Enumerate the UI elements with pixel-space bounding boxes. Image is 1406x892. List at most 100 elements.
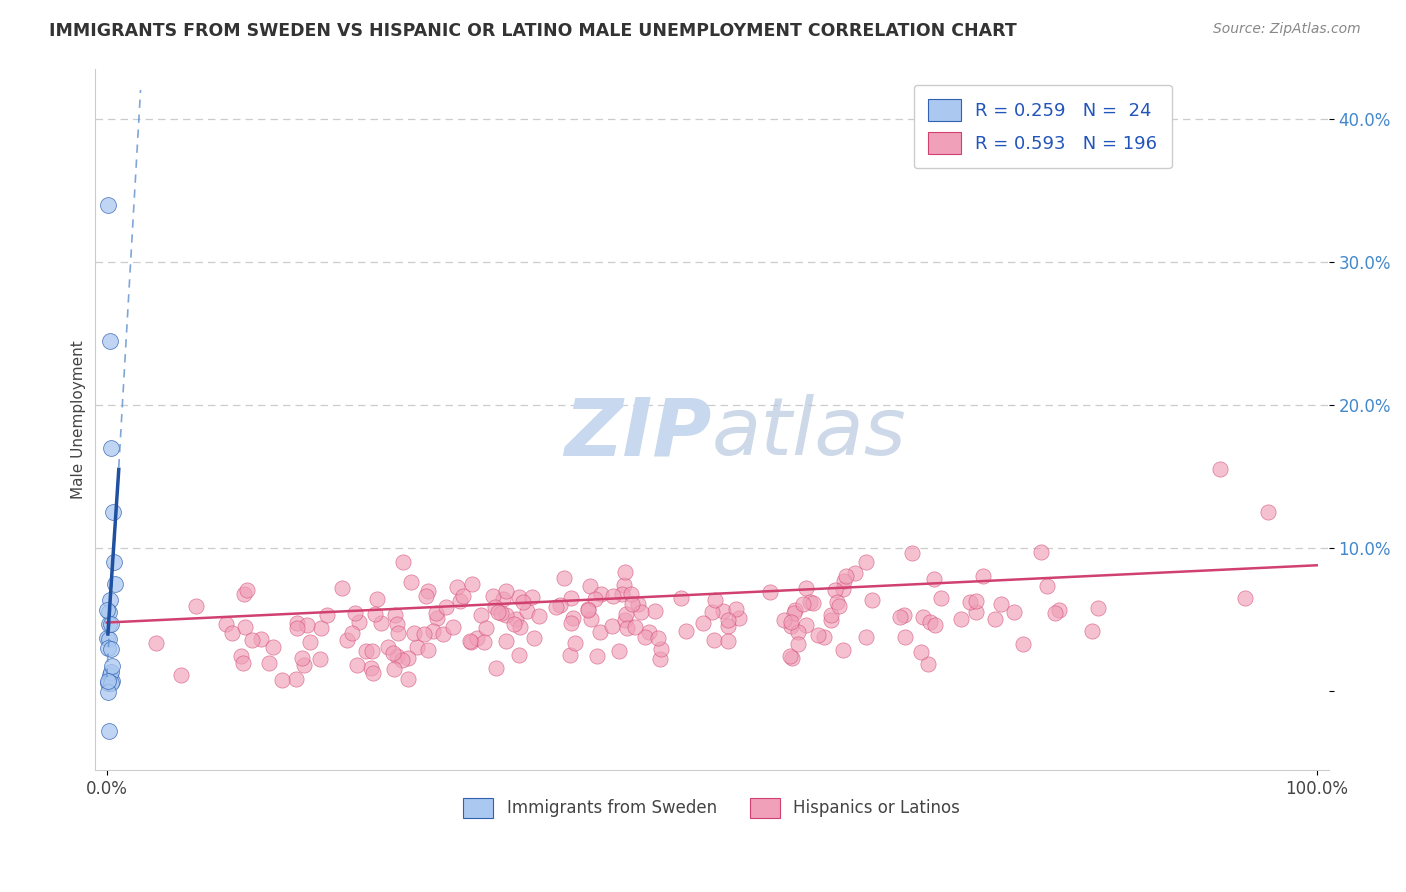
- Point: [330, 582, 353, 596]
- Point: [711, 604, 734, 618]
- Point: [959, 595, 981, 609]
- Point: [492, 592, 515, 607]
- Point: [432, 627, 454, 641]
- Point: [396, 651, 419, 665]
- Point: [972, 569, 994, 583]
- Point: [702, 605, 724, 619]
- Point: [370, 616, 392, 631]
- Point: [101, 674, 124, 689]
- Point: [384, 607, 406, 622]
- Point: [262, 640, 284, 654]
- Point: [396, 672, 419, 686]
- Point: [600, 619, 623, 633]
- Point: [910, 644, 932, 658]
- Point: [609, 644, 631, 658]
- Point: [576, 603, 599, 617]
- Point: [342, 626, 364, 640]
- Point: [460, 577, 482, 591]
- Point: [508, 648, 530, 663]
- Point: [470, 608, 492, 623]
- Point: [813, 630, 835, 644]
- Point: [291, 650, 314, 665]
- Point: [553, 571, 575, 585]
- Point: [516, 604, 538, 618]
- Point: [917, 657, 939, 672]
- Point: [460, 634, 482, 648]
- Point: [360, 661, 382, 675]
- Point: [465, 631, 488, 645]
- Point: [558, 648, 581, 662]
- Point: [624, 620, 647, 634]
- Point: [648, 651, 671, 665]
- Point: [343, 606, 366, 620]
- Point: [1004, 606, 1026, 620]
- Point: [416, 642, 439, 657]
- Point: [779, 619, 801, 633]
- Point: [828, 599, 851, 613]
- Point: [965, 605, 987, 619]
- Point: [426, 611, 449, 625]
- Point: [495, 634, 517, 648]
- Point: [832, 574, 855, 589]
- Point: [103, 556, 125, 570]
- Point: [893, 608, 915, 623]
- Point: [703, 633, 725, 648]
- Point: [758, 584, 780, 599]
- Point: [548, 599, 571, 613]
- Point: [794, 581, 817, 595]
- Point: [101, 505, 124, 519]
- Point: [385, 649, 408, 664]
- Point: [669, 591, 692, 605]
- Point: [1036, 579, 1059, 593]
- Point: [834, 568, 856, 582]
- Point: [585, 649, 607, 664]
- Point: [413, 627, 436, 641]
- Point: [361, 666, 384, 681]
- Point: [495, 583, 517, 598]
- Point: [527, 609, 550, 624]
- Point: [724, 601, 747, 615]
- Point: [399, 575, 422, 590]
- Point: [250, 632, 273, 646]
- Point: [727, 611, 749, 625]
- Point: [832, 643, 855, 657]
- Point: [508, 591, 530, 605]
- Point: [589, 587, 612, 601]
- Text: Source: ZipAtlas.com: Source: ZipAtlas.com: [1213, 22, 1361, 37]
- Point: [215, 617, 238, 632]
- Point: [97, 674, 120, 689]
- Point: [620, 587, 643, 601]
- Point: [787, 636, 810, 650]
- Point: [233, 620, 256, 634]
- Point: [929, 591, 952, 605]
- Point: [97, 640, 120, 655]
- Point: [309, 621, 332, 635]
- Point: [441, 620, 464, 634]
- Point: [387, 625, 409, 640]
- Point: [98, 334, 121, 348]
- Point: [560, 616, 582, 631]
- Point: [512, 595, 534, 609]
- Point: [377, 640, 399, 654]
- Point: [96, 685, 118, 699]
- Point: [98, 593, 121, 607]
- Point: [391, 653, 413, 667]
- Point: [495, 607, 517, 622]
- Point: [773, 613, 796, 627]
- Point: [779, 615, 801, 629]
- Point: [418, 584, 440, 599]
- Point: [716, 613, 738, 627]
- Point: [613, 566, 636, 580]
- Point: [783, 607, 806, 621]
- Point: [1234, 591, 1257, 605]
- Point: [96, 603, 118, 617]
- Text: ZIP: ZIP: [564, 394, 711, 472]
- Point: [415, 589, 437, 603]
- Point: [589, 624, 612, 639]
- Point: [98, 668, 121, 682]
- Point: [100, 675, 122, 690]
- Point: [1047, 603, 1070, 617]
- Point: [703, 593, 725, 607]
- Point: [472, 635, 495, 649]
- Point: [236, 582, 259, 597]
